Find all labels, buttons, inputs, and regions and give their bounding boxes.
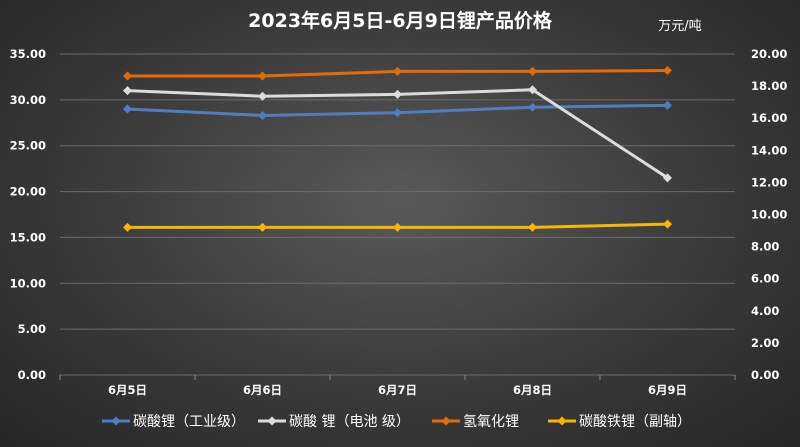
- right-tick-label: 6.00: [751, 272, 779, 286]
- left-tick-label: 10.00: [10, 276, 46, 290]
- right-tick-label: 2.00: [751, 336, 779, 350]
- right-tick-label: 18.00: [751, 79, 787, 93]
- series-1: [123, 100, 672, 120]
- right-tick-label: 16.00: [751, 111, 787, 125]
- data-point: [123, 104, 132, 114]
- right-tick-label: 4.00: [751, 304, 779, 318]
- right-axis: 0.00 2.00 4.00 6.00 8.00 10.00 12.00 14.00 16.00…: [751, 47, 787, 382]
- left-tick-label: 25.00: [10, 139, 46, 153]
- right-tick-label: 0.00: [751, 368, 779, 382]
- legend-marker: [267, 416, 277, 426]
- legend: 碳酸锂（工业级） 碳酸 锂（电池 级） 氢氧化锂 碳酸铁锂（副轴）: [102, 414, 691, 430]
- data-point: [528, 85, 537, 95]
- data-point: [528, 222, 537, 232]
- unit-label: 万元/吨: [658, 19, 701, 34]
- data-point: [393, 89, 402, 99]
- legend-label: 氢氧化锂: [463, 414, 519, 430]
- data-point: [258, 71, 267, 81]
- data-point: [663, 219, 672, 229]
- data-point: [393, 222, 402, 232]
- data-point: [663, 100, 672, 110]
- data-point: [258, 110, 267, 120]
- x-tick-label: 6月8日: [513, 383, 552, 397]
- left-tick-label: 5.00: [18, 322, 46, 336]
- legend-item: 碳酸 锂（电池 级）: [258, 414, 410, 430]
- series-line: [127, 88, 669, 180]
- legend-label: 碳酸 锂（电池 级）: [289, 414, 410, 430]
- series-4: [123, 219, 672, 232]
- data-point: [123, 71, 132, 81]
- left-tick-label: 20.00: [10, 185, 46, 199]
- legend-label: 碳酸锂（工业级）: [133, 414, 245, 430]
- series-2: [123, 85, 672, 183]
- data-point: [663, 173, 672, 183]
- legend-marker: [557, 416, 567, 426]
- data-point: [393, 66, 402, 76]
- data-point: [258, 222, 267, 232]
- data-point: [258, 91, 267, 101]
- data-point: [663, 66, 672, 76]
- legend-marker: [111, 416, 121, 426]
- data-point: [123, 86, 132, 96]
- right-tick-label: 8.00: [751, 240, 779, 254]
- data-point: [393, 108, 402, 118]
- x-tick-label: 6月9日: [648, 383, 687, 397]
- left-tick-label: 35.00: [10, 47, 46, 61]
- x-tick-label: 6月6日: [243, 383, 282, 397]
- left-tick-label: 0.00: [18, 368, 46, 382]
- legend-item: 碳酸铁锂（副轴）: [548, 414, 691, 430]
- chart-title: 2023年6月5日-6月9日锂产品价格: [248, 9, 553, 32]
- data-point: [528, 102, 537, 112]
- legend-item: 碳酸锂（工业级）: [102, 414, 245, 430]
- right-tick-label: 14.00: [751, 143, 787, 157]
- right-tick-label: 12.00: [751, 175, 787, 189]
- legend-item: 氢氧化锂: [432, 414, 519, 430]
- right-tick-label: 10.00: [751, 208, 787, 222]
- legend-marker: [441, 416, 451, 426]
- x-tick-label: 6月5日: [108, 383, 147, 397]
- gridlines: [60, 53, 735, 376]
- x-axis: 6月5日 6月6日 6月7日 6月8日 6月9日: [59, 375, 736, 397]
- series-lines: [123, 66, 672, 232]
- data-point: [123, 222, 132, 232]
- legend-label: 碳酸铁锂（副轴）: [579, 414, 691, 430]
- x-tick-label: 6月7日: [378, 383, 417, 397]
- left-tick-label: 15.00: [10, 230, 46, 244]
- series-3: [123, 66, 672, 81]
- left-tick-label: 30.00: [10, 93, 46, 107]
- left-axis: 0.00 5.00 10.00 15.00 20.00 25.00 30.00 35.00: [10, 47, 46, 382]
- right-tick-label: 20.00: [751, 47, 787, 61]
- data-point: [528, 66, 537, 76]
